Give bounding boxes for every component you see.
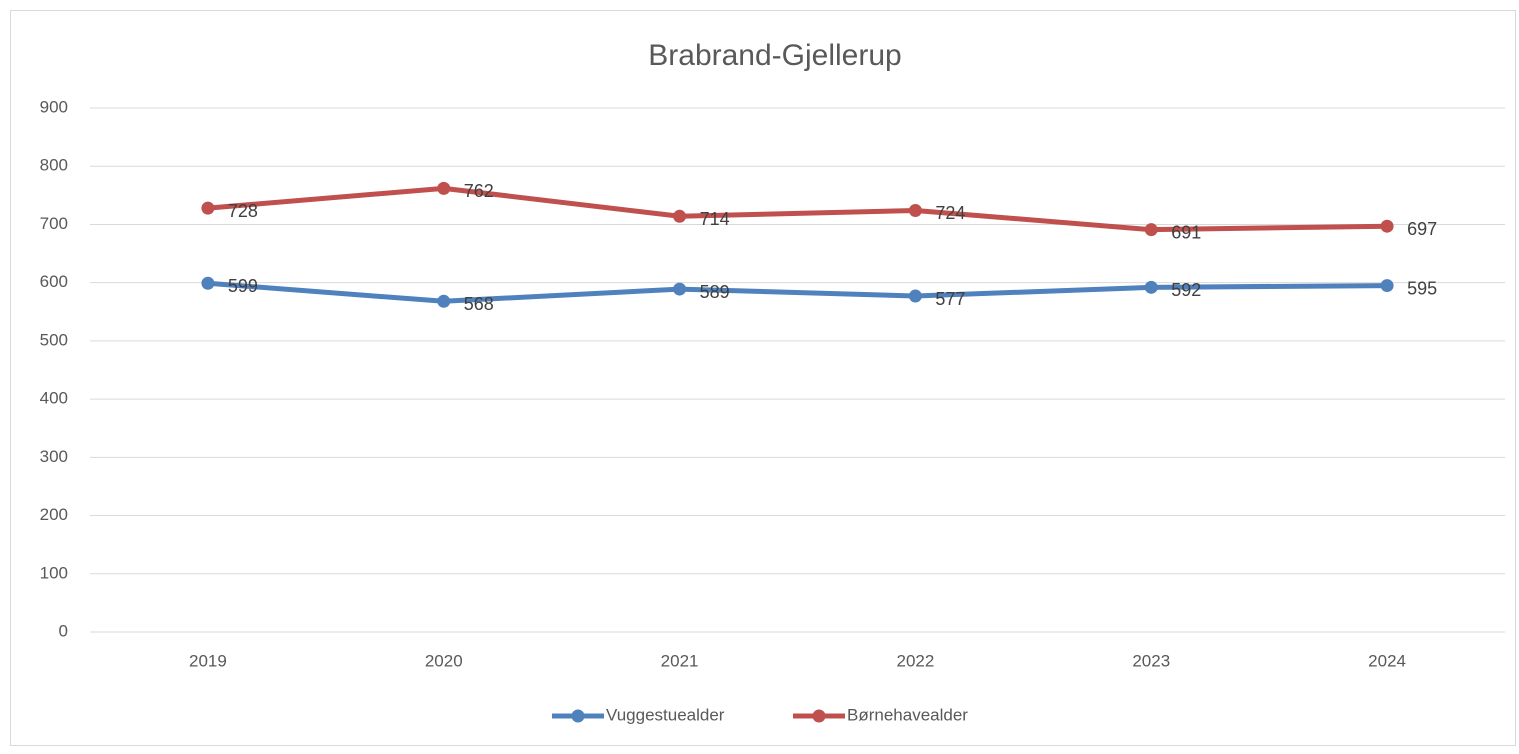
y-tick-label: 100 — [40, 563, 68, 582]
y-tick-label: 300 — [40, 447, 68, 466]
x-tick-label: 2023 — [1132, 651, 1170, 670]
data-label: 568 — [464, 294, 494, 314]
data-label: 599 — [228, 276, 258, 296]
point — [908, 203, 922, 217]
chart-border — [10, 10, 1516, 746]
point — [1380, 279, 1394, 293]
series-line — [207, 185, 1388, 233]
chart-title: Brabrand-Gjellerup — [648, 39, 901, 72]
data-label: 577 — [935, 289, 965, 309]
point — [1380, 219, 1394, 233]
data-label: 762 — [464, 181, 494, 201]
data-label: 728 — [228, 201, 258, 221]
y-tick-label: 600 — [40, 272, 68, 291]
y-tick-label: 400 — [40, 389, 68, 408]
y-tick-label: 700 — [40, 214, 68, 233]
series-line — [207, 280, 1388, 304]
point — [437, 294, 451, 308]
x-tick-label: 2021 — [661, 651, 699, 670]
y-tick-label: 900 — [40, 97, 68, 116]
point — [201, 201, 215, 215]
point — [673, 209, 687, 223]
data-label: 595 — [1407, 278, 1437, 298]
data-label: 589 — [700, 282, 730, 302]
data-label: 714 — [700, 209, 730, 229]
point — [201, 276, 215, 290]
y-tick-label: 0 — [59, 621, 68, 640]
y-tick-label: 500 — [40, 330, 68, 349]
y-tick-label: 800 — [40, 156, 68, 175]
legend-label: Vuggestuealder — [606, 705, 725, 724]
data-label: 691 — [1171, 222, 1201, 242]
data-label: 724 — [935, 203, 965, 223]
point — [1144, 223, 1158, 237]
legend-label: Børnehavealder — [847, 705, 968, 724]
point — [1144, 280, 1158, 294]
point — [908, 289, 922, 303]
data-label: 592 — [1171, 280, 1201, 300]
y-tick-label: 200 — [40, 505, 68, 524]
data-label: 697 — [1407, 219, 1437, 239]
point — [437, 181, 451, 195]
x-tick-label: 2022 — [897, 651, 935, 670]
x-tick-label: 2019 — [189, 651, 227, 670]
x-tick-label: 2020 — [425, 651, 463, 670]
legend-marker — [812, 709, 826, 723]
legend-marker — [571, 709, 585, 723]
x-tick-label: 2024 — [1368, 651, 1406, 670]
point — [673, 282, 687, 296]
